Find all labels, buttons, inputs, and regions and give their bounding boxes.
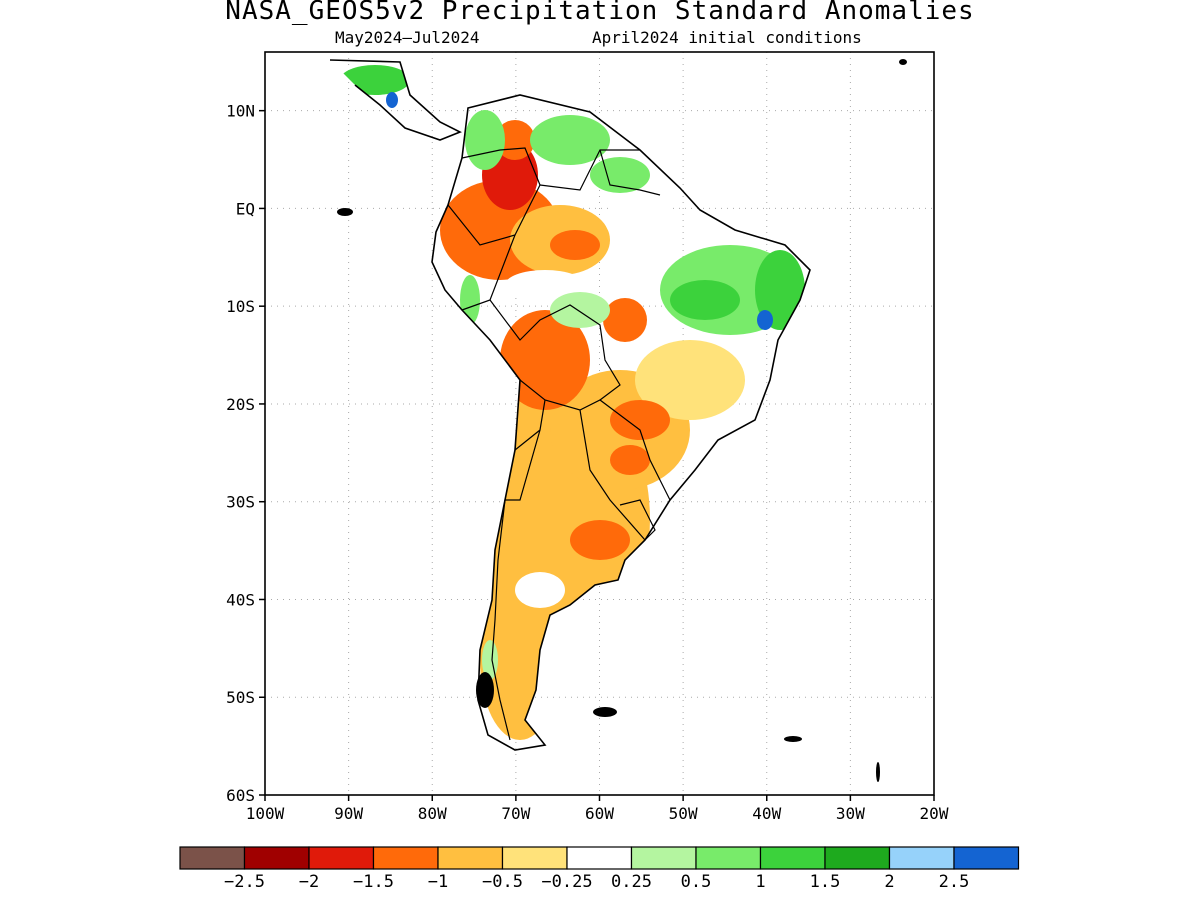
- very-wet-anomaly-region: [670, 280, 740, 320]
- country-borders: [447, 147, 671, 741]
- wet-anomaly-region: [530, 115, 610, 165]
- colorbar-swatch: [179, 846, 246, 870]
- initial-conditions: April2024 initial conditions: [592, 28, 862, 47]
- colorbar-swatch: [630, 846, 697, 870]
- wet-anomaly-region: [590, 157, 650, 193]
- slightly-wet-anomaly-region: [550, 292, 610, 328]
- forecast-period: May2024–Jul2024: [335, 28, 480, 47]
- colorbar: −2.5 −2 −1.5 −1 −0.5 −0.25 0.25 0.5 1 1.5 2 2.5: [179, 846, 1020, 892]
- colorbar-label: −2.5: [224, 872, 265, 892]
- colorbar-swatch: [695, 846, 762, 870]
- very-wet-anomaly-region: [755, 250, 805, 330]
- colorbar-swatch: [566, 846, 633, 870]
- colorbar-label: 2.5: [939, 872, 970, 892]
- colorbar-label: −2: [299, 872, 319, 892]
- lon-tick-label: 50W: [669, 804, 698, 823]
- lon-tick-label: 70W: [501, 804, 530, 823]
- lon-tick-label: 100W: [246, 804, 285, 823]
- near-normal-region: [605, 195, 675, 245]
- wet-anomaly-region: [465, 110, 505, 170]
- lon-tick-label: 90W: [334, 804, 363, 823]
- colorbar-label: 2: [884, 872, 894, 892]
- colorbar-label: −0.5: [482, 872, 523, 892]
- lat-tick-label: 60S: [226, 786, 255, 805]
- lon-tick-label: 30W: [836, 804, 865, 823]
- lat-tick-label: 50S: [226, 688, 255, 707]
- lon-tick-label: 60W: [585, 804, 614, 823]
- moderate-dry-anomaly-region: [570, 520, 630, 560]
- colorbar-swatch: [888, 846, 955, 870]
- colorbar-label: 0.25: [611, 872, 652, 892]
- colorbar-swatch: [243, 846, 310, 870]
- lat-tick-label: 40S: [226, 590, 255, 609]
- lon-tick-label: 40W: [752, 804, 781, 823]
- colorbar-swatch: [372, 846, 439, 870]
- chart-title: NASA_GEOS5v2 Precipitation Standard Anom…: [225, 0, 975, 26]
- longitude-axis: 100W 90W 80W 70W 60W 50W 40W 30W 20W: [246, 795, 949, 823]
- colorbar-swatch: [501, 846, 568, 870]
- lat-tick-label: 20S: [226, 395, 255, 414]
- colorbar-swatch: [759, 846, 826, 870]
- slightly-dry-anomaly-region: [635, 340, 745, 420]
- colorbar-label: −1.5: [353, 872, 394, 892]
- coastlines: [329, 59, 811, 751]
- lat-tick-label: 10S: [226, 297, 255, 316]
- colorbar-label: 1: [755, 872, 765, 892]
- moderate-dry-anomaly-region: [603, 298, 647, 342]
- colorbar-label: 1.5: [810, 872, 841, 892]
- lon-tick-label: 80W: [418, 804, 447, 823]
- colorbar-label: 0.5: [681, 872, 712, 892]
- extreme-wet-anomaly-region: [386, 92, 398, 108]
- latitude-axis: 10N EQ 10S 20S 30S 40S 50S 60S: [226, 102, 265, 805]
- extreme-wet-anomaly-region: [757, 310, 773, 330]
- colorbar-label: −1: [428, 872, 448, 892]
- lat-tick-label: 30S: [226, 493, 255, 512]
- colorbar-swatch: [437, 846, 504, 870]
- islands: [337, 59, 907, 782]
- colorbar-swatch: [308, 846, 375, 870]
- near-normal-region: [515, 572, 565, 608]
- colorbar-swatch: [953, 846, 1020, 870]
- colorbar-label: −0.25: [541, 872, 592, 892]
- colorbar-swatch: [824, 846, 891, 870]
- near-normal-region: [505, 270, 585, 300]
- lat-tick-label: EQ: [236, 199, 255, 218]
- moderate-dry-anomaly-region: [610, 445, 650, 475]
- lon-tick-label: 20W: [920, 804, 949, 823]
- moderate-dry-anomaly-region: [550, 230, 600, 260]
- lat-tick-label: 10N: [226, 102, 255, 121]
- moderate-dry-anomaly-region: [500, 310, 590, 410]
- moderate-dry-anomaly-region: [610, 400, 670, 440]
